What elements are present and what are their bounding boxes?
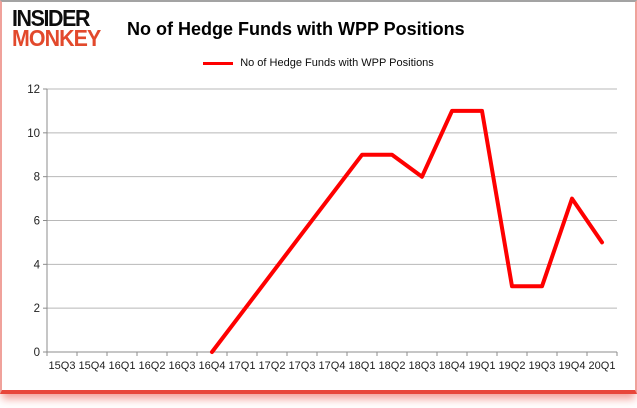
insider-monkey-logo: INSIDER MONKEY (12, 5, 107, 51)
logo-word-monkey: MONKEY (12, 25, 101, 51)
legend-line-swatch (203, 61, 234, 65)
x-tick-label: 16Q1 (109, 360, 136, 372)
chart-card: INSIDER MONKEY No of Hedge Funds with WP… (0, 0, 637, 394)
legend-label: No of Hedge Funds with WPP Positions (240, 57, 434, 69)
x-tick-label: 19Q2 (499, 360, 526, 372)
x-tick-label: 18Q2 (379, 360, 406, 372)
series-line (210, 108, 604, 354)
x-tick-labels: 15Q3 15Q4 16Q1 16Q2 16Q3 16Q4 17Q1 17Q2 17Q3 17Q4… (49, 360, 616, 372)
y-tick-labels: 0 2 4 6 8 10 12 (27, 84, 40, 359)
x-tick-label: 19Q1 (469, 360, 496, 372)
y-tick-label: 12 (27, 84, 40, 96)
x-tick-label: 18Q4 (439, 360, 466, 372)
x-tick-label: 17Q2 (259, 360, 286, 372)
y-tick-label: 0 (34, 347, 40, 359)
gridlines (47, 88, 617, 353)
x-tick-label: 18Q3 (409, 360, 436, 372)
x-tick-label: 17Q1 (229, 360, 256, 372)
x-tick-label: 16Q3 (169, 360, 196, 372)
axes (43, 88, 618, 356)
x-tick-label: 19Q4 (559, 360, 586, 372)
chart-title: No of Hedge Funds with WPP Positions (127, 19, 465, 39)
y-tick-label: 4 (34, 259, 41, 271)
x-tick-label: 20Q1 (589, 360, 616, 372)
x-tick-label: 18Q1 (349, 360, 376, 372)
x-tick-label: 15Q4 (79, 360, 106, 372)
y-tick-label: 8 (34, 172, 40, 184)
x-tick-label: 19Q3 (529, 360, 556, 372)
y-tick-label: 2 (34, 303, 40, 315)
y-tick-label: 10 (27, 128, 40, 140)
x-tick-label: 17Q3 (289, 360, 316, 372)
x-tick-label: 16Q4 (199, 360, 226, 372)
legend: No of Hedge Funds with WPP Positions (2, 57, 635, 69)
logo-word-insider: INSIDER (12, 5, 90, 31)
x-tick-label: 17Q4 (319, 360, 346, 372)
y-tick-label: 6 (34, 216, 40, 228)
x-tick-label: 16Q2 (139, 360, 166, 372)
x-tick-label: 15Q3 (49, 360, 76, 372)
